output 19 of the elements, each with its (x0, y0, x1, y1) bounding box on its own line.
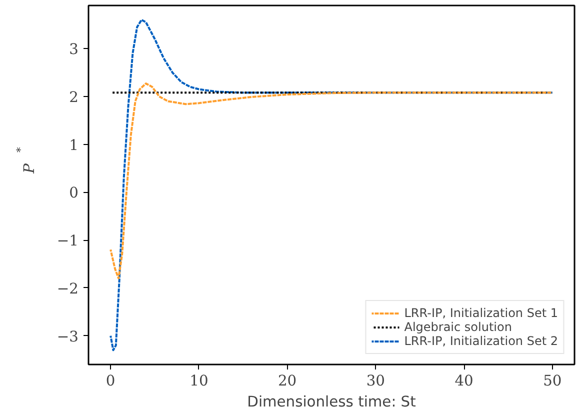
x-tick-label: 40 (454, 372, 474, 390)
line-series (110, 82, 554, 280)
y-tick-label: 2 (69, 88, 79, 106)
y-tick-label: 3 (69, 41, 79, 58)
x-tick-label: 10 (190, 372, 208, 390)
legend-label: LRR-IP, Initialization Set 2 (404, 334, 558, 348)
x-tick-label: 0 (106, 372, 116, 390)
y-tick-label: −2 (56, 280, 79, 298)
y-tick-label: 1 (69, 136, 79, 154)
x-axis-title: Dimensionless time: St (247, 394, 416, 410)
x-tick-label: 20 (278, 372, 297, 390)
x-tick-label: 50 (543, 372, 562, 390)
y-tick-label: −1 (56, 232, 79, 250)
y-tick-label: −3 (56, 328, 79, 346)
x-tick-label: 30 (366, 372, 386, 390)
y-axis-title: P* (14, 146, 38, 174)
y-tick-label: 0 (69, 184, 79, 202)
legend-label: LRR-IP, Initialization Set 1 (404, 306, 558, 320)
legend-label: Algebraic solution (404, 320, 512, 334)
